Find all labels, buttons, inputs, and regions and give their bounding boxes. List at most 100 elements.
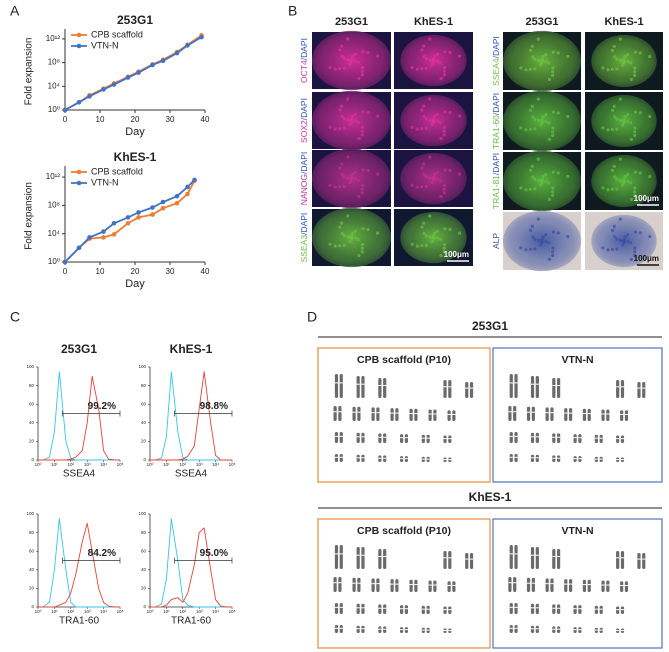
- cell: [435, 170, 439, 174]
- cell: [328, 125, 332, 129]
- cell: [457, 231, 462, 235]
- chromosome: [447, 581, 451, 592]
- chromosome: [352, 577, 356, 592]
- x-tick-label: 10⁵: [229, 462, 236, 467]
- chromosome: [587, 579, 591, 592]
- cell: [551, 73, 555, 78]
- cell: [536, 178, 541, 183]
- chromosome: [514, 374, 518, 398]
- cell: [519, 246, 523, 250]
- cell: [415, 185, 419, 189]
- centromere: [642, 387, 646, 389]
- y-tick-label: 40: [141, 567, 147, 572]
- centromere: [599, 608, 603, 610]
- cell: [435, 52, 439, 56]
- chromosome: [383, 433, 387, 443]
- cell: [613, 115, 617, 119]
- cell: [519, 186, 523, 190]
- cell: [333, 185, 337, 189]
- centromere: [530, 628, 535, 630]
- chromosome: [594, 434, 598, 443]
- chromosome: [509, 454, 513, 462]
- karyotype-label: VTN-N: [561, 525, 593, 537]
- cell: [528, 168, 533, 172]
- row-label: TRA1-60/DAPI: [491, 93, 501, 149]
- centromere: [334, 382, 339, 384]
- chromosome: [573, 605, 577, 614]
- chromosome: [514, 545, 518, 569]
- cell: [442, 183, 447, 188]
- chromosome: [535, 603, 539, 614]
- cell: [346, 58, 350, 62]
- cell: [410, 242, 414, 246]
- chromosome: [356, 625, 360, 633]
- chromosome: [545, 578, 549, 592]
- cell: [566, 174, 570, 179]
- y-tick-label: 100: [26, 364, 34, 369]
- data-point: [199, 34, 204, 40]
- chromosome: [448, 435, 452, 443]
- centromere: [452, 413, 456, 415]
- centromere: [578, 629, 582, 631]
- cell: [615, 247, 619, 251]
- x-tick-label: 10: [96, 267, 105, 276]
- y-tick-label: 60: [29, 548, 35, 553]
- centromere: [616, 557, 620, 559]
- chromosome: [334, 432, 339, 443]
- chromosome: [352, 406, 356, 421]
- centromere: [400, 437, 404, 439]
- chromosome: [338, 406, 342, 421]
- centromere: [356, 607, 360, 609]
- cell: [633, 193, 637, 198]
- chromosome: [400, 434, 404, 443]
- chart-title: KhES-1: [170, 342, 213, 356]
- chromosome: [616, 380, 620, 398]
- x-tick-label: 10³: [196, 609, 203, 614]
- centromere: [594, 458, 598, 460]
- cell: [428, 235, 432, 239]
- chromosome: [526, 577, 531, 592]
- x-tick-label: 10²: [180, 609, 187, 614]
- cell: [610, 67, 615, 71]
- centromere: [338, 411, 342, 413]
- cell: [346, 214, 350, 218]
- cell: [360, 125, 365, 130]
- centromere: [616, 386, 620, 388]
- legend-marker: [76, 43, 82, 49]
- x-tick-label: 10⁴: [100, 609, 107, 614]
- centromere: [465, 387, 469, 389]
- data-point: [87, 94, 92, 99]
- chromosome: [620, 380, 625, 398]
- centromere: [426, 437, 430, 439]
- chromosome: [339, 603, 343, 614]
- chromosome: [452, 581, 456, 592]
- cell: [346, 37, 350, 41]
- cell: [360, 73, 364, 77]
- series-line: [64, 180, 196, 263]
- cell: [328, 65, 332, 69]
- cell: [551, 250, 555, 254]
- x-tick-label: 10⁵: [117, 609, 124, 614]
- y-tick-label: 0: [143, 604, 146, 609]
- chromosome: [339, 374, 343, 398]
- x-tick-label: 10⁴: [100, 462, 107, 467]
- centromere: [530, 554, 535, 556]
- cell: [360, 250, 364, 254]
- cell: [442, 250, 446, 254]
- centromere: [414, 584, 418, 586]
- gate-label: 84.2%: [88, 548, 116, 559]
- centromere: [376, 412, 380, 414]
- cell: [346, 97, 350, 101]
- histogram-curve: [150, 518, 232, 608]
- chromosome: [339, 545, 343, 569]
- centromere: [448, 609, 452, 611]
- legend-marker: [76, 32, 82, 38]
- cell: [544, 53, 548, 57]
- chromosome: [390, 579, 394, 592]
- chromosome: [587, 408, 591, 421]
- cell: [415, 244, 419, 248]
- x-tick-label: 40: [201, 267, 210, 276]
- cell: [633, 246, 637, 250]
- chromosome: [383, 604, 387, 614]
- cell: [544, 59, 548, 63]
